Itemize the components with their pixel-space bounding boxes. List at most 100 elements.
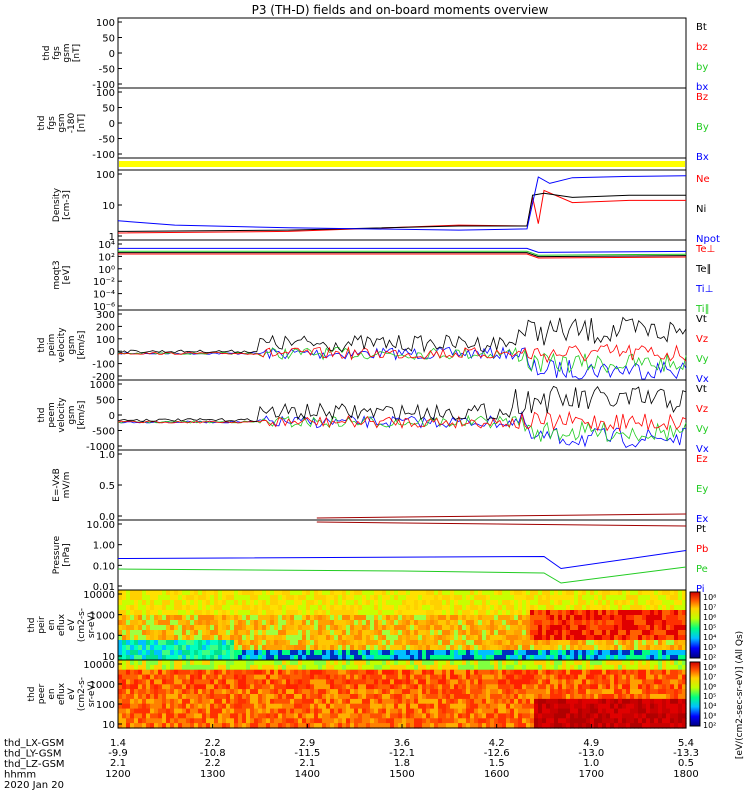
heatmap-cell — [402, 660, 407, 666]
legend-entry: Ti∥ — [695, 304, 710, 315]
heatmap-cell — [362, 655, 367, 661]
heatmap-cell — [122, 669, 127, 676]
heatmap-cell — [646, 605, 651, 611]
heatmap-cell — [526, 600, 531, 606]
heatmap-cell — [118, 610, 123, 616]
heatmap-cell — [134, 703, 139, 710]
heatmap-cell — [238, 689, 243, 695]
heatmap-cell — [230, 625, 235, 631]
heatmap-cell — [510, 615, 515, 621]
heatmap-cell — [578, 655, 583, 661]
heatmap-cell — [146, 713, 151, 719]
heatmap-cell — [522, 630, 527, 636]
heatmap-cell — [482, 630, 487, 636]
heatmap-cell — [578, 600, 583, 606]
heatmap-cell — [310, 630, 315, 636]
heatmap-cell — [498, 605, 503, 611]
heatmap-cell — [458, 645, 463, 651]
heatmap-cell — [358, 708, 363, 715]
heatmap-cell — [410, 645, 415, 651]
heatmap-cell — [278, 698, 283, 705]
heatmap-cell — [638, 605, 643, 611]
heatmap-cell — [678, 684, 683, 690]
heatmap-cell — [214, 615, 219, 621]
heatmap-cell — [450, 708, 455, 715]
y-axis-label: velocity — [57, 397, 67, 433]
heatmap-cell — [482, 708, 487, 715]
heatmap-cell — [630, 723, 635, 729]
heatmap-cell — [398, 650, 403, 656]
heatmap-cell — [174, 650, 179, 656]
heatmap-cell — [682, 600, 687, 606]
heatmap-cell — [578, 713, 583, 719]
heatmap-cell — [302, 723, 307, 729]
heatmap-cell — [610, 590, 615, 596]
heatmap-cell — [226, 669, 231, 676]
heatmap-cell — [642, 684, 647, 690]
heatmap-cell — [154, 620, 159, 626]
heatmap-cell — [250, 669, 255, 676]
heatmap-cell — [430, 708, 435, 715]
heatmap-cell — [442, 600, 447, 606]
heatmap-cell — [350, 723, 355, 729]
heatmap-cell — [166, 718, 171, 724]
heatmap-cell — [402, 645, 407, 651]
heatmap-cell — [258, 605, 263, 611]
heatmap-cell — [170, 610, 175, 616]
heatmap-cell — [382, 689, 387, 695]
heatmap-cell — [370, 723, 375, 729]
heatmap-cell — [186, 674, 191, 681]
heatmap-cell — [614, 635, 619, 641]
heatmap-cell — [530, 689, 535, 695]
legend-entry: Ez — [696, 454, 708, 465]
heatmap-cell — [302, 655, 307, 661]
heatmap-cell — [242, 698, 247, 705]
heatmap-cell — [118, 645, 123, 651]
heatmap-cell — [566, 674, 571, 681]
heatmap-cell — [326, 703, 331, 710]
heatmap-cell — [194, 655, 199, 661]
heatmap-cell — [390, 635, 395, 641]
heatmap-cell — [390, 590, 395, 596]
heatmap-cell — [458, 703, 463, 710]
heatmap-cell — [418, 590, 423, 596]
heatmap-cell — [466, 703, 471, 710]
heatmap-cell — [346, 625, 351, 631]
heatmap-cell — [270, 600, 275, 606]
heatmap-cell — [266, 674, 271, 681]
heatmap-cell — [186, 718, 191, 724]
heatmap-cell — [646, 669, 651, 676]
heatmap-cell — [258, 620, 263, 626]
temperature-trace — [118, 250, 687, 256]
heatmap-cell — [174, 610, 179, 616]
heatmap-cell — [190, 694, 195, 700]
heatmap-cell — [498, 625, 503, 631]
heatmap-cell — [646, 650, 651, 656]
heatmap-cell — [166, 645, 171, 651]
heatmap-cell — [186, 684, 191, 690]
y-axis-label: [eV] — [62, 266, 72, 285]
y-tick-label: 200 — [96, 322, 115, 333]
heatmap-cell — [418, 625, 423, 631]
heatmap-cell — [630, 600, 635, 606]
heatmap-cell — [238, 620, 243, 626]
heatmap-cell — [418, 684, 423, 690]
heatmap-cell — [562, 708, 567, 715]
heatmap-cell — [206, 664, 211, 671]
heatmap-cell — [382, 694, 387, 700]
heatmap-cell — [606, 645, 611, 651]
heatmap-cell — [258, 674, 263, 681]
heatmap-cell — [670, 655, 675, 661]
heatmap-cell — [414, 620, 419, 626]
heatmap-cell — [306, 650, 311, 656]
heatmap-cell — [634, 605, 639, 611]
heatmap-cell — [366, 669, 371, 676]
heatmap-cell — [466, 694, 471, 700]
heatmap-cell — [606, 610, 611, 616]
heatmap-cell — [470, 713, 475, 719]
heatmap-cell — [302, 718, 307, 724]
colorbar-tick-label: 10⁷ — [703, 673, 716, 682]
lx-value: 1.4 — [110, 738, 126, 749]
y-tick-label: 10⁻⁶ — [93, 302, 115, 313]
heatmap-cell — [270, 610, 275, 616]
